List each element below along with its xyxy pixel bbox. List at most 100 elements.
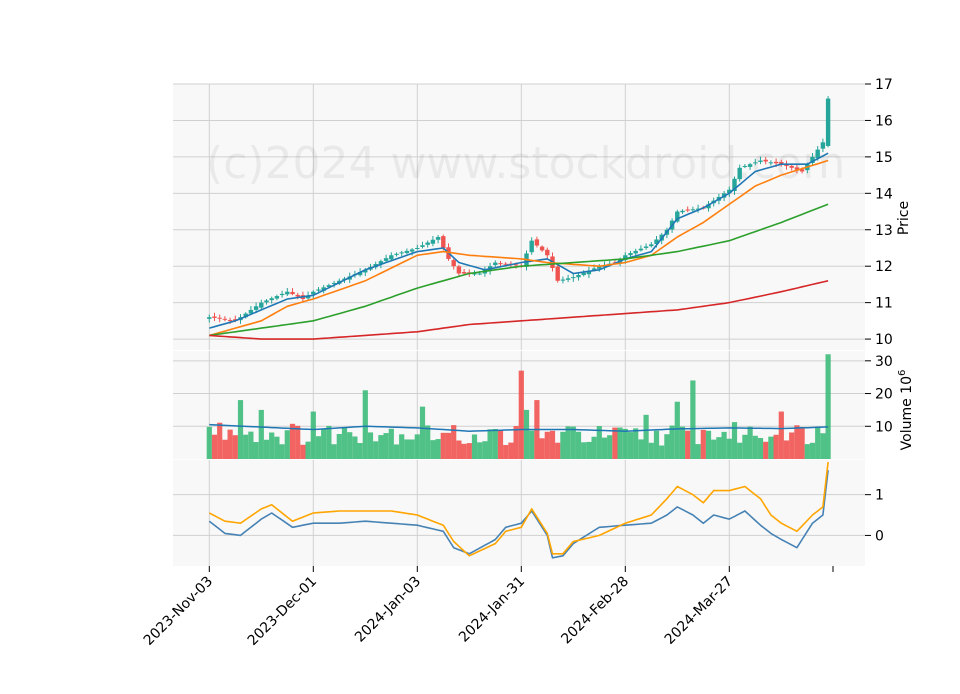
volume-bar [529, 430, 535, 459]
candle-body [695, 208, 701, 210]
volume-bar [591, 436, 597, 459]
volume-bar [419, 406, 426, 459]
price-y-tick-label: 17 [875, 77, 893, 93]
candle-body [742, 165, 748, 167]
candle-body [207, 317, 212, 319]
volume-bar [815, 426, 821, 459]
volume-bar [347, 432, 353, 459]
oscillator-line [208, 461, 829, 557]
candle-body [571, 277, 576, 279]
volume-bar [232, 435, 238, 459]
price-ma-line [209, 203, 829, 337]
candle-body [399, 252, 404, 254]
volume-bar [705, 430, 712, 459]
candle-body [747, 164, 753, 167]
x-tick-label: 2024-Mar-27 [662, 574, 736, 648]
candle-body [539, 246, 545, 251]
candle-body [394, 253, 399, 255]
candle-body [513, 264, 519, 266]
volume-bar [362, 390, 368, 459]
volume-bar [378, 435, 384, 459]
volume-bar [289, 423, 296, 459]
volume-bar [685, 430, 691, 459]
volume-bar [508, 442, 514, 459]
volume-bar [222, 439, 228, 459]
candle-body [799, 169, 805, 172]
volume-bar [804, 444, 810, 459]
volume-bar [783, 440, 790, 459]
candle-body [768, 162, 774, 164]
volume-bar [768, 436, 774, 459]
candle-body [243, 313, 248, 318]
volume-bar [607, 435, 613, 459]
candle-body [649, 244, 654, 247]
candle-body [409, 249, 415, 252]
candle-body [529, 240, 534, 253]
volume-bar [742, 434, 748, 459]
price-y-tick-label: 14 [875, 186, 893, 202]
candle-body [555, 266, 560, 281]
candle-body [794, 167, 800, 170]
candle-body [415, 247, 420, 249]
volume-bars [206, 354, 831, 459]
volume-bar [737, 442, 743, 459]
candle-body [420, 245, 425, 247]
candle-body [295, 294, 300, 297]
candle-body [565, 278, 571, 280]
volume-bar [570, 426, 576, 459]
volume-bar [373, 441, 379, 459]
candle-body [222, 318, 228, 320]
candle-body [690, 209, 696, 211]
volume-bar [601, 437, 608, 459]
candle-body [706, 204, 711, 209]
candle-body [259, 302, 264, 308]
candle-body [435, 237, 441, 240]
volume-bar [711, 439, 717, 459]
volume-bar [341, 426, 348, 459]
volume-bar [586, 441, 592, 459]
candle-body [545, 249, 550, 256]
oscillator-panel [173, 460, 865, 566]
volume-bar [456, 440, 462, 459]
volume-bar [648, 442, 654, 459]
volume-bar [211, 434, 218, 459]
candle-body [623, 255, 628, 261]
candle-body [643, 246, 649, 248]
volume-bar [217, 422, 223, 459]
volume-bar [820, 433, 826, 459]
candle-body [425, 242, 430, 245]
volume-bar [523, 409, 530, 459]
volume-bar [352, 436, 358, 459]
candle-body [825, 98, 831, 146]
candle-body [441, 236, 446, 248]
volume-bar [518, 370, 524, 459]
price-ma-line [209, 159, 829, 337]
volume-bar [799, 427, 805, 459]
volume-bar [633, 428, 639, 459]
volume-bar [440, 432, 446, 459]
price-y-tick-label: 11 [875, 296, 893, 312]
volume-bar [399, 434, 405, 459]
candle-body [389, 255, 394, 260]
volume-bar [471, 434, 478, 459]
price-y-tick-label: 13 [875, 223, 893, 239]
volume-bar [627, 432, 634, 459]
candle-body [675, 211, 680, 222]
candle-body [383, 258, 389, 261]
volume-bar [716, 437, 722, 459]
candle-body [763, 159, 768, 162]
candle-body [727, 189, 732, 194]
oscillator-line [208, 470, 829, 559]
candle-body [732, 178, 737, 192]
candle-body [638, 248, 644, 251]
volume-bar [549, 430, 556, 459]
candle-body [451, 260, 456, 267]
volume-bar [497, 430, 504, 459]
volume-bar [695, 444, 701, 459]
candle-body [477, 273, 482, 275]
volume-bar [560, 431, 566, 459]
candle-body [779, 161, 784, 165]
candle-body [331, 282, 337, 284]
osc-y-tick-label: 1 [875, 488, 884, 504]
